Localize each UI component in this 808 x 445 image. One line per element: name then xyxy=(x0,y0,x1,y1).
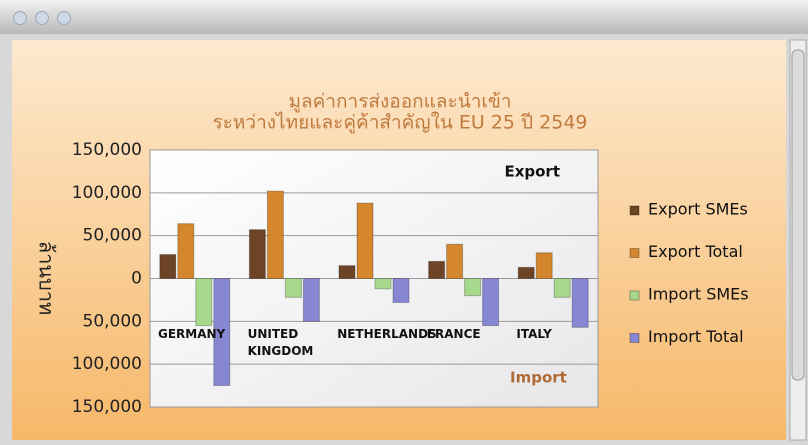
y-tick-label: 100,000 xyxy=(72,354,142,374)
bar xyxy=(571,278,589,328)
bar xyxy=(338,265,356,279)
bar xyxy=(284,278,302,298)
chart-title: มูลค่าการส่งออกและนำเข้า xyxy=(288,91,511,113)
legend-label: Export SMEs xyxy=(648,200,748,219)
bar xyxy=(517,266,535,280)
bar xyxy=(177,223,195,280)
y-tick-label: 50,000 xyxy=(83,226,142,246)
bar xyxy=(302,278,320,322)
x-tick-label: FRANCE xyxy=(426,327,481,341)
bar xyxy=(356,202,374,279)
x-tick-label: NETHERLANDS xyxy=(337,327,437,341)
y-tick-label: 0 xyxy=(131,269,142,289)
y-axis-label: ล้านบาท xyxy=(35,241,59,315)
bar xyxy=(535,252,553,280)
annotation: Import xyxy=(510,369,567,387)
window-button[interactable] xyxy=(35,11,49,25)
legend-label: Import SMEs xyxy=(648,285,749,304)
bar xyxy=(482,278,500,327)
y-tick-label: 50,000 xyxy=(83,311,142,331)
scroll-thumb[interactable] xyxy=(791,49,805,381)
legend-swatch xyxy=(629,248,640,258)
y-tick-label: 150,000 xyxy=(72,140,142,160)
legend-label: Import Total xyxy=(648,327,744,346)
bar xyxy=(159,254,177,280)
window-button[interactable] xyxy=(57,11,71,25)
bar xyxy=(553,278,571,298)
bar xyxy=(195,278,213,327)
annotation: Export xyxy=(504,163,560,181)
x-tick-label: GERMANY xyxy=(158,327,226,341)
chart-title: ระหว่างไทยและคู่ค้าสำคัญใน EU 25 ปี 2549 xyxy=(212,112,587,134)
y-tick-label: 100,000 xyxy=(72,183,142,203)
bar xyxy=(374,278,392,290)
y-tick-label: 150,000 xyxy=(72,397,142,417)
x-tick-label: UNITED KINGDOM xyxy=(247,327,314,358)
bar xyxy=(464,278,482,297)
window-button[interactable] xyxy=(13,11,27,25)
bar xyxy=(248,229,266,279)
bar xyxy=(428,260,446,280)
bar xyxy=(446,243,464,280)
legend-label: Export Total xyxy=(648,242,743,261)
bar xyxy=(266,190,284,279)
legend-swatch xyxy=(629,290,640,301)
title-bar xyxy=(0,0,808,34)
legend-swatch xyxy=(629,333,640,343)
x-tick-label: ITALY xyxy=(516,327,552,341)
bar xyxy=(213,278,231,387)
legend-swatch xyxy=(629,205,640,216)
bar xyxy=(392,278,410,303)
